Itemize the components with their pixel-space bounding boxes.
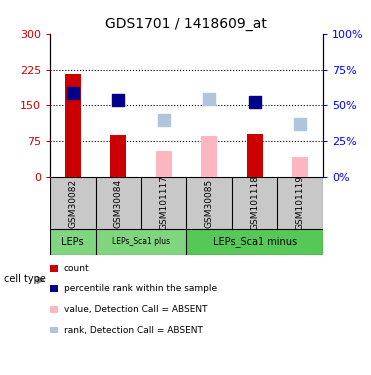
Bar [247, 134, 263, 177]
Text: LEPs_Sca1 minus: LEPs_Sca1 minus [213, 237, 297, 248]
Text: percentile rank within the sample: percentile rank within the sample [64, 284, 217, 293]
Text: LEPs: LEPs [62, 237, 84, 247]
Point [297, 122, 303, 128]
Bar [201, 136, 217, 177]
Bar [156, 151, 172, 177]
Point [252, 99, 257, 105]
Bar [292, 157, 308, 177]
Bar [50, 229, 96, 255]
Text: GSM30084: GSM30084 [114, 178, 123, 228]
Text: GSM101119: GSM101119 [296, 176, 305, 231]
Text: rank, Detection Call = ABSENT: rank, Detection Call = ABSENT [64, 326, 203, 334]
Title: GDS1701 / 1418609_at: GDS1701 / 1418609_at [105, 17, 267, 32]
Bar [96, 229, 187, 255]
Text: cell type: cell type [4, 274, 46, 284]
Point [70, 90, 76, 96]
Text: GSM101117: GSM101117 [159, 176, 168, 231]
Bar [65, 74, 81, 177]
Point [161, 117, 167, 123]
Point [115, 97, 121, 103]
Text: GSM101118: GSM101118 [250, 176, 259, 231]
Text: GSM30085: GSM30085 [205, 178, 214, 228]
Text: value, Detection Call = ABSENT: value, Detection Call = ABSENT [64, 305, 207, 314]
Text: count: count [64, 264, 89, 273]
Text: LEPs_Sca1 plus: LEPs_Sca1 plus [112, 237, 170, 246]
Bar [187, 229, 323, 255]
Text: GSM30082: GSM30082 [68, 178, 77, 228]
Point [206, 96, 212, 102]
Bar [110, 135, 126, 177]
